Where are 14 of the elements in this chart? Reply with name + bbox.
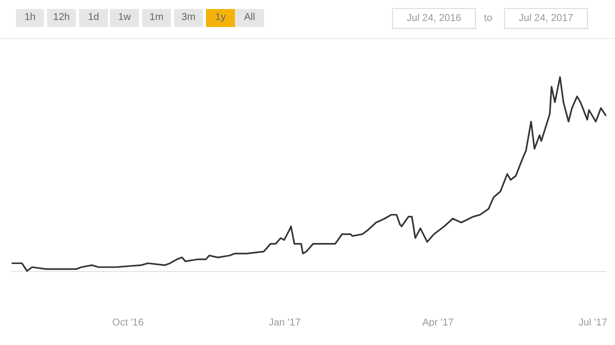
text: 3m	[174, 9, 203, 27]
text: 1d	[79, 9, 108, 27]
text: Jul 24, 2016	[392, 8, 476, 29]
text: 12h	[47, 9, 76, 27]
x-tick-label: Jan '17	[268, 318, 302, 328]
text: to	[484, 12, 492, 26]
text: 1w	[110, 9, 139, 27]
x-tick-label: Oct '16	[112, 318, 144, 328]
text: 1y	[206, 9, 235, 27]
text: 1m	[142, 9, 171, 27]
x-tick-label: Jul '17	[578, 318, 608, 328]
text: All	[235, 9, 264, 27]
text: Jul 24, 2017	[504, 8, 588, 29]
text: 1h	[16, 9, 44, 27]
